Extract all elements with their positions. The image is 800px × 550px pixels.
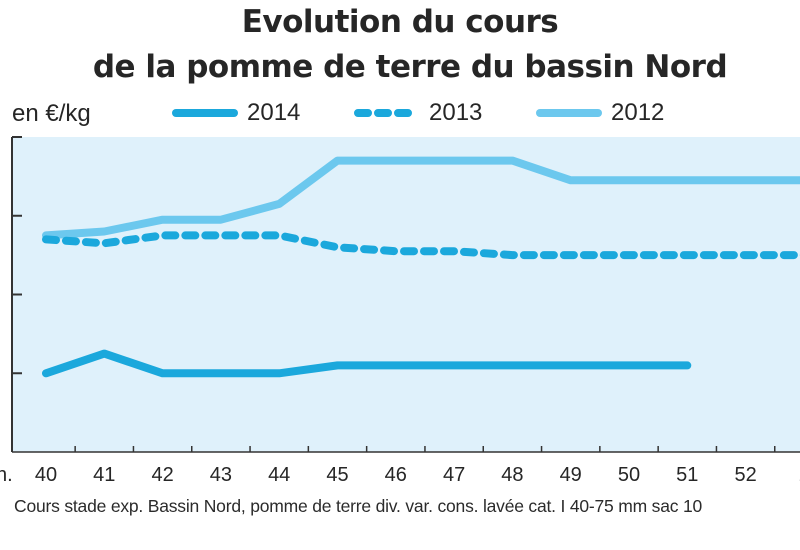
x-tick-label: 40 [35, 464, 57, 486]
chart-title-line-1: Evolution du cours [241, 4, 559, 40]
x-tick-label: 50 [618, 464, 640, 486]
chart-title-line-2: de la pomme de terre du bassin Nord [92, 49, 728, 85]
x-tick-label: 51 [676, 464, 698, 486]
legend-swatch-2012 [536, 109, 602, 117]
x-axis-prefix-label: n. [0, 464, 13, 486]
x-tick-label: 45 [326, 464, 348, 486]
series-line-2014 [42, 349, 692, 378]
source-note: Cours stade exp. Bassin Nord, pomme de t… [14, 496, 703, 516]
x-tick-label: 46 [385, 464, 407, 486]
legend-swatch-2014 [172, 109, 238, 117]
x-tick-label: 44 [268, 464, 290, 486]
x-axis-ticks: 40 41 42 43 44 45 46 47 48 49 50 51 52 1 [35, 446, 800, 486]
legend-label-2014: 2014 [247, 99, 301, 126]
series-line-2012 [42, 156, 800, 240]
line-chart: 40 41 42 43 44 45 46 47 48 49 50 51 52 1 n. [0, 136, 800, 486]
legend-label-2012: 2012 [611, 99, 665, 126]
y-axis-unit-label: en €/kg [12, 100, 91, 127]
x-tick-label: 43 [210, 464, 232, 486]
x-tick-label: 52 [734, 464, 756, 486]
y-axis-ticks [12, 136, 22, 375]
series-layer [42, 156, 800, 378]
x-tick-label: 42 [151, 464, 173, 486]
x-tick-label: 1 [798, 464, 800, 486]
plot-area-background [12, 137, 800, 452]
x-tick-label: 41 [93, 464, 115, 486]
x-tick-label: 48 [501, 464, 523, 486]
x-tick-label: 47 [443, 464, 465, 486]
x-tick-label: 49 [560, 464, 582, 486]
series-line-2013 [42, 231, 800, 260]
legend-swatch-2013 [354, 109, 420, 117]
legend-label-2013: 2013 [429, 99, 483, 126]
